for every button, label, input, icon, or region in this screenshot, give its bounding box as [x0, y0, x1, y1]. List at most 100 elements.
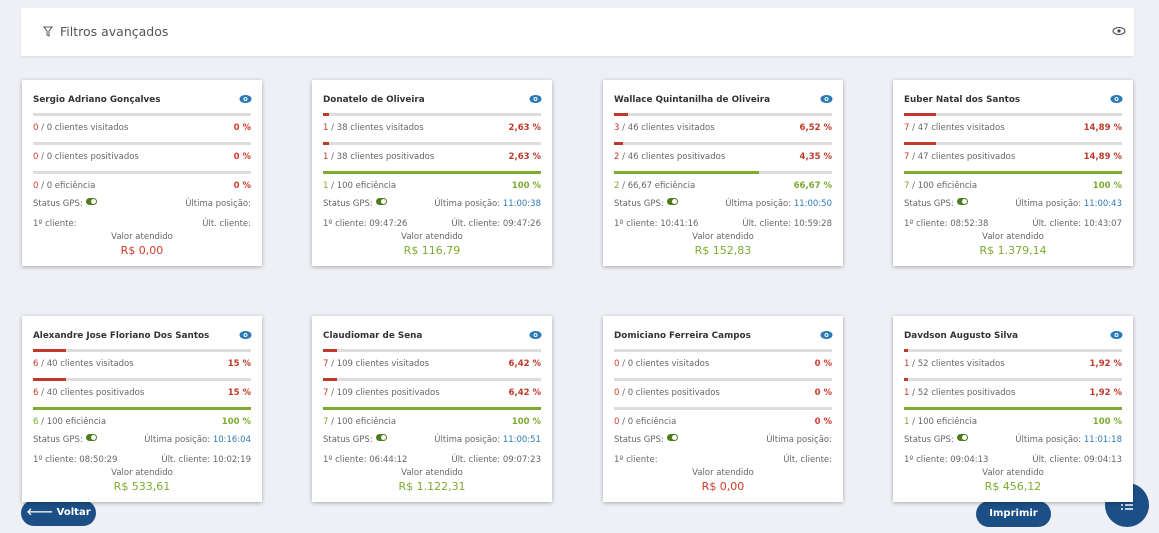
metric-count: 0	[614, 417, 620, 427]
last-position: Última posição: 10:16:04	[144, 435, 251, 445]
metric-row: 2 / 46 clientes positivados	[614, 152, 725, 162]
eye-icon[interactable]	[239, 94, 252, 107]
print-button[interactable]: Imprimir	[976, 501, 1051, 527]
metric-label: / 40 clientes visitados	[41, 359, 134, 369]
progress-track	[904, 171, 1122, 174]
value-label: Valor atendido	[401, 468, 463, 478]
last-position: Última posição: 11:00:51	[434, 435, 541, 445]
progress-track	[614, 142, 832, 145]
last-client-label: Últ. cliente:	[783, 455, 832, 465]
metric-row: 0 / 0 clientes visitados	[614, 359, 709, 369]
metric-count: 3	[614, 123, 620, 133]
gps-label: Status GPS:	[33, 435, 83, 445]
progress-track	[904, 378, 1122, 381]
last-position: Última posição: 11:00:50	[725, 199, 832, 209]
metric-percent: 6,42 %	[508, 359, 541, 369]
eye-icon[interactable]	[1110, 330, 1123, 343]
seller-name: Euber Natal dos Santos	[904, 95, 1021, 105]
metric-percent: 0 %	[814, 388, 832, 398]
eye-icon[interactable]	[529, 330, 542, 343]
value-amount: R$ 152,83	[694, 244, 752, 257]
metric-percent: 0 %	[233, 152, 251, 162]
metric-row: 1 / 100 eficiência	[323, 181, 396, 191]
progress-track	[323, 378, 541, 381]
last-client: Últ. cliente: 09:07:23	[451, 455, 541, 465]
metric-count: 2	[614, 181, 620, 191]
last-position: Última posição: 11:00:43	[1015, 199, 1122, 209]
seller-name: Donatelo de Oliveira	[323, 95, 425, 105]
gps-toggle	[375, 198, 387, 205]
toggle-knob	[90, 435, 96, 440]
eye-icon[interactable]	[1112, 26, 1126, 36]
seller-card: Davdson Augusto Silva 1 / 52 clientes vis…	[893, 316, 1133, 502]
gps-toggle	[375, 434, 387, 441]
metric-count: 0	[33, 181, 39, 191]
first-client-label: 1º cliente:	[33, 219, 77, 229]
seller-name: Sergio Adriano Gonçalves	[33, 95, 161, 105]
metric-row: 2 / 66,67 eficiência	[614, 181, 695, 191]
metric-count: 6	[33, 417, 39, 427]
progress-track	[904, 142, 1122, 145]
progress-bar	[323, 171, 541, 174]
last-position-label: Última posição:	[434, 435, 501, 445]
progress-bar	[33, 407, 251, 410]
toggle-knob	[961, 199, 967, 204]
last-client: Últ. cliente:	[783, 455, 832, 465]
eye-icon[interactable]	[820, 94, 833, 107]
seller-name: Davdson Augusto Silva	[904, 331, 1019, 341]
progress-bar	[33, 349, 66, 352]
first-client-time: 06:44:12	[369, 455, 408, 465]
value-label: Valor atendido	[692, 468, 754, 478]
last-position-label: Última posição:	[144, 435, 211, 445]
progress-track	[904, 407, 1122, 410]
gps-status: Status GPS:	[614, 198, 678, 209]
metric-count: 1	[904, 388, 910, 398]
gps-label: Status GPS:	[33, 199, 83, 209]
eye-icon[interactable]	[1110, 94, 1123, 107]
metric-label: / 100 eficiência	[912, 181, 978, 191]
progress-bar	[323, 142, 329, 145]
first-client-label: 1º cliente:	[323, 455, 367, 465]
metric-label: / 46 clientes visitados	[622, 123, 715, 133]
metric-percent: 100 %	[511, 181, 541, 191]
metric-count: 0	[33, 123, 39, 133]
first-client: 1º cliente:	[33, 219, 77, 229]
first-client-time: 10:41:16	[660, 219, 699, 229]
last-client-label: Últ. cliente:	[742, 219, 792, 229]
progress-track	[33, 142, 251, 145]
metric-row: 7 / 100 eficiência	[904, 181, 977, 191]
last-position-time: 11:00:38	[502, 199, 541, 209]
eye-icon[interactable]	[529, 94, 542, 107]
gps-label: Status GPS:	[614, 435, 664, 445]
metric-percent: 14,89 %	[1083, 152, 1122, 162]
first-client-time: 08:50:29	[79, 455, 118, 465]
progress-track	[33, 378, 251, 381]
gps-status: Status GPS:	[323, 198, 387, 209]
filter-bar[interactable]: Filtros avançados	[21, 8, 1134, 56]
metric-percent: 66,67 %	[793, 181, 832, 191]
seller-card: Alexandre Jose Floriano Dos Santos 6 / 40…	[22, 316, 262, 502]
last-client-label: Últ. cliente:	[451, 219, 501, 229]
filter-title: Filtros avançados	[60, 24, 169, 39]
last-client-time: 09:04:13	[1083, 455, 1122, 465]
progress-bar	[614, 142, 624, 145]
metric-percent: 15 %	[227, 388, 251, 398]
metric-label: / 100 eficiência	[912, 417, 978, 427]
metric-count: 1	[323, 152, 329, 162]
metric-label: / 47 clientes positivados	[912, 152, 1016, 162]
metric-row: 7 / 47 clientes visitados	[904, 123, 1005, 133]
gps-toggle	[666, 434, 678, 441]
value-amount: R$ 1.122,31	[398, 480, 466, 493]
metric-label: / 0 clientes visitados	[41, 123, 129, 133]
value-label: Valor atendido	[982, 232, 1044, 242]
gps-toggle	[666, 198, 678, 205]
eye-icon[interactable]	[820, 330, 833, 343]
metric-percent: 100 %	[511, 417, 541, 427]
back-button[interactable]: 🡐 Voltar	[21, 500, 96, 526]
metric-count: 0	[614, 388, 620, 398]
last-client-label: Últ. cliente:	[202, 219, 251, 229]
eye-icon[interactable]	[239, 330, 252, 343]
progress-track	[614, 171, 832, 174]
progress-bar	[323, 113, 329, 116]
